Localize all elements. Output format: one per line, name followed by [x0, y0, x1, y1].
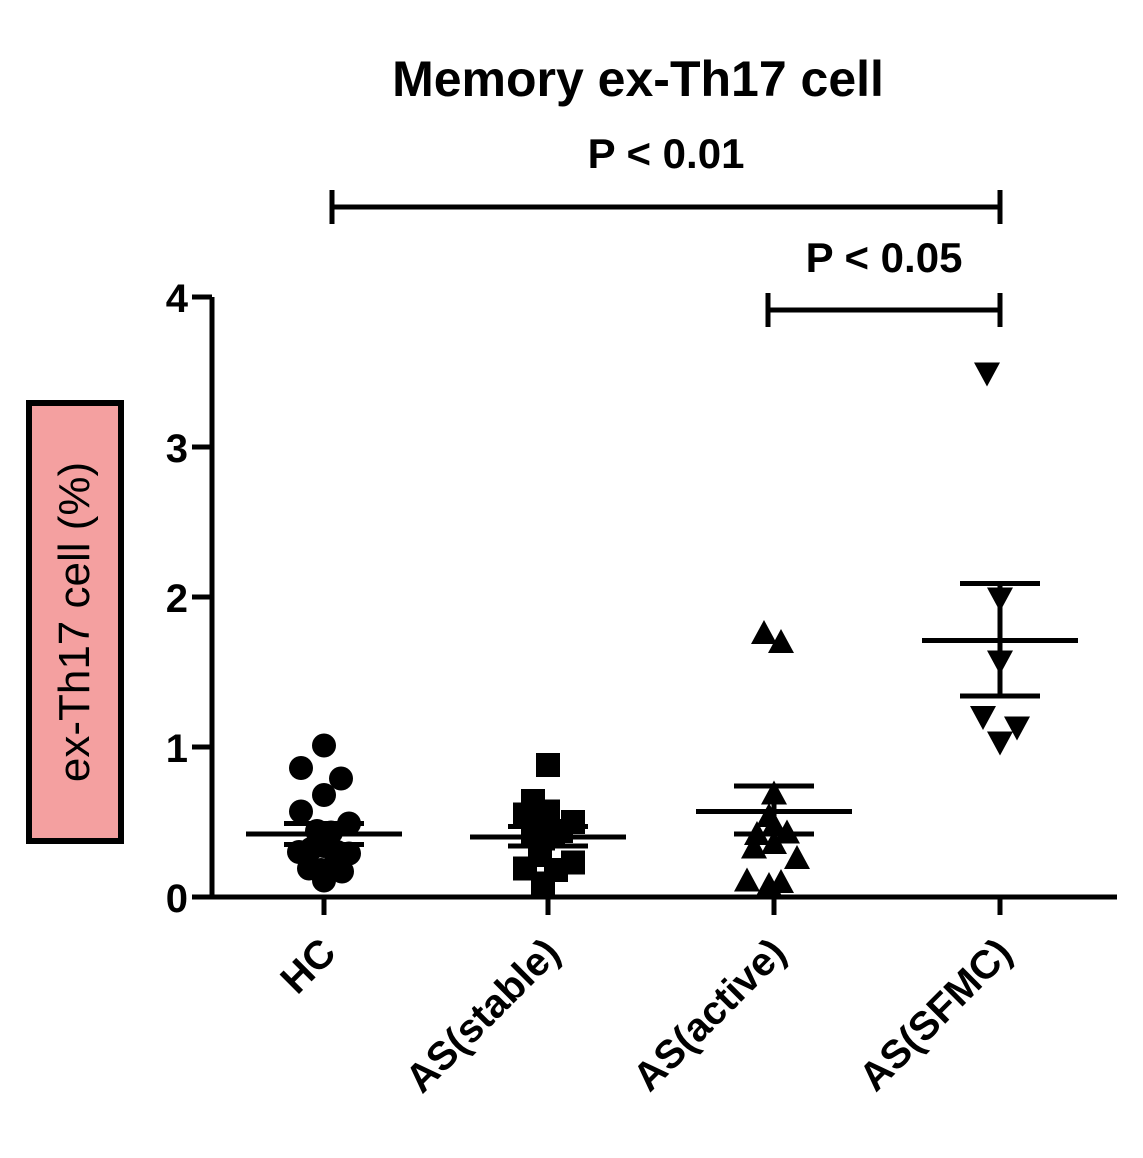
data-point-circle — [312, 733, 336, 758]
data-point-triangle-down — [1004, 716, 1030, 741]
x-tick-label: AS(stable) — [397, 930, 568, 1101]
data-point-triangle-up — [741, 834, 767, 859]
data-point-triangle-up — [751, 620, 777, 644]
y-tick-label: 4 — [166, 277, 189, 321]
data-point-circle — [312, 783, 336, 807]
y-tick-label: 3 — [166, 427, 188, 471]
significance-brackets: P < 0.01 P < 0.05 — [329, 130, 1003, 327]
chart-title: Memory ex-Th17 cell — [392, 51, 884, 107]
data-point-circle — [312, 868, 336, 893]
y-axis-label-box: ex-Th17 cell (%) — [26, 400, 124, 844]
p-value-label: P < 0.01 — [588, 130, 745, 177]
data-point-triangle-up — [761, 830, 787, 854]
data-points — [287, 362, 1030, 896]
y-axis: 0 1 2 3 4 — [166, 277, 215, 921]
x-axis: HC AS(stable) AS(active) AS(SFMC) — [210, 894, 1117, 1101]
y-tick-label: 0 — [166, 877, 188, 921]
y-tick-label: 2 — [166, 577, 188, 621]
data-point-circle — [289, 756, 313, 780]
data-point-triangle-up — [784, 845, 810, 869]
y-tick-label: 1 — [166, 727, 188, 771]
data-point-triangle-up — [734, 867, 760, 892]
data-point-triangle-up — [768, 629, 794, 653]
data-point-circle — [289, 799, 313, 824]
x-tick-label: HC — [272, 930, 344, 1002]
data-point-square — [536, 753, 560, 777]
p-value-label: P < 0.05 — [806, 234, 963, 281]
data-point-circle — [330, 859, 354, 884]
data-point-triangle-down — [970, 706, 996, 730]
data-point-triangle-down — [987, 731, 1013, 756]
data-point-square — [531, 871, 555, 896]
data-point-circle — [329, 766, 353, 791]
x-tick-label: AS(SFMC) — [851, 930, 1020, 1099]
x-tick-label: AS(active) — [625, 930, 794, 1099]
data-point-triangle-down — [974, 362, 1000, 387]
mean-sem-bars — [246, 581, 1078, 849]
data-point-triangle-up — [768, 869, 794, 893]
y-axis-label: ex-Th17 cell (%) — [50, 461, 99, 783]
